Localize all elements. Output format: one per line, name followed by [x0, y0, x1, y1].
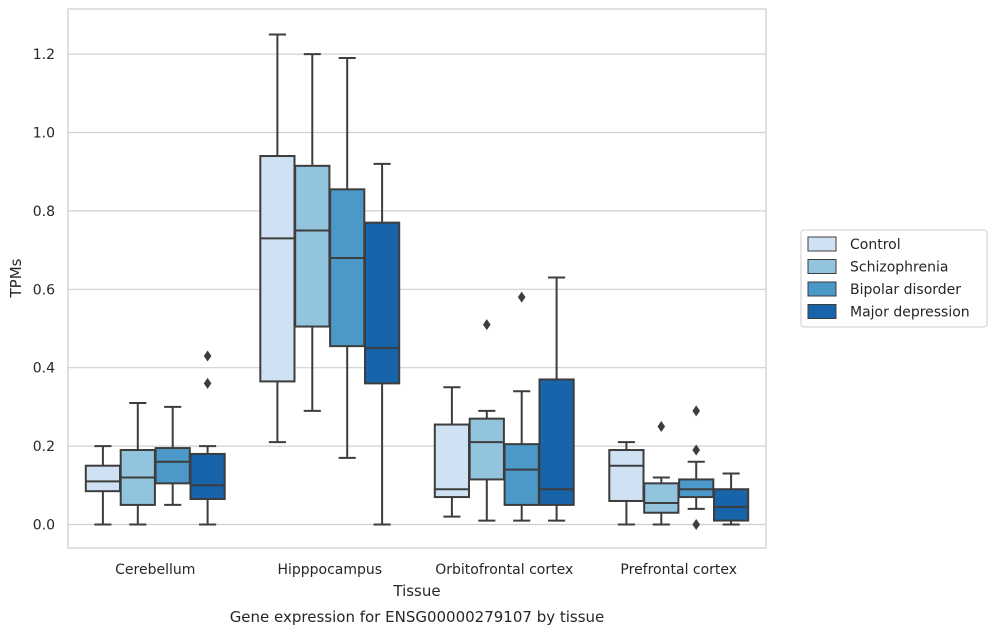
box-iqr: [329, 188, 366, 348]
y-tick-label: 0.4: [33, 361, 55, 377]
legend: Control Schizophrenia Bipolar disorder Majo…: [800, 229, 988, 328]
box-bipolar-disorder: [678, 405, 715, 530]
y-tick-label: 1.2: [33, 47, 55, 63]
box-schizophrenia: [119, 401, 156, 526]
box-control: [259, 33, 296, 444]
legend-swatch: [807, 304, 837, 319]
box-iqr: [468, 417, 505, 481]
box-major-depression: [189, 350, 226, 526]
y-tick-label: 0.6: [33, 282, 55, 298]
outlier-point: [203, 377, 212, 389]
y-tick-label: 0.0: [33, 518, 55, 534]
box-iqr: [433, 423, 471, 499]
box-major-depression: [538, 276, 575, 522]
box-iqr: [643, 482, 680, 514]
box-schizophrenia: [643, 421, 680, 526]
plot-frame: [67, 8, 767, 549]
box-iqr: [189, 452, 226, 501]
y-tick-label: 0.8: [33, 204, 55, 220]
box-iqr: [363, 221, 401, 385]
legend-label: Schizophrenia: [850, 260, 948, 276]
x-tick-label: Hipppocampus: [277, 562, 382, 578]
box-control: [433, 386, 471, 518]
box-major-depression: [363, 162, 401, 526]
legend-swatch: [807, 281, 837, 297]
outlier-point: [692, 444, 700, 456]
legend-label: Control: [850, 237, 901, 253]
box-iqr: [294, 164, 331, 328]
outlier-point: [657, 421, 666, 432]
box-iqr: [503, 443, 540, 506]
box-bipolar-disorder: [503, 291, 540, 522]
x-tick-labels: Cerebellum Hipppocampus Orbitofrontal cort…: [115, 562, 737, 578]
legend-swatch: [807, 236, 837, 252]
box-schizophrenia: [468, 319, 505, 522]
chart-caption: Gene expression for ENSG00000279107 by t…: [230, 608, 605, 626]
outlier-point: [203, 350, 212, 362]
x-tick-label: Prefrontal cortex: [620, 562, 737, 578]
box-iqr: [538, 378, 575, 506]
outlier-point: [692, 405, 700, 417]
x-tick-label: Cerebellum: [115, 562, 195, 578]
box-iqr: [608, 449, 645, 502]
box-iqr: [712, 488, 750, 522]
x-tick-label: Orbitofrontal cortex: [435, 562, 573, 578]
box-control: [84, 445, 122, 526]
legend-frame: [800, 229, 988, 328]
box-control: [608, 441, 645, 526]
outlier-point: [517, 291, 526, 303]
box-bipolar-disorder: [154, 405, 191, 506]
outlier-point: [692, 519, 700, 530]
y-tick-labels: 0.0 0.2 0.4 0.6 0.8 1.0 1.2: [33, 47, 55, 533]
outlier-point: [483, 319, 491, 331]
box-iqr: [84, 464, 122, 493]
y-tick-label: 1.0: [33, 126, 55, 142]
legend-swatch: [807, 259, 837, 274]
x-axis-label: Tissue: [392, 582, 440, 600]
box-iqr: [259, 155, 296, 383]
grid-layer: [68, 53, 766, 526]
legend-label: Bipolar disorder: [850, 282, 961, 298]
legend-label: Major depression: [850, 305, 970, 321]
box-iqr: [154, 447, 191, 485]
box-layer: [84, 33, 750, 530]
box-bipolar-disorder: [329, 57, 366, 459]
y-tick-label: 0.2: [33, 439, 55, 455]
box-major-depression: [712, 472, 750, 526]
box-schizophrenia: [294, 53, 331, 412]
y-axis-label: TPMs: [7, 258, 25, 298]
